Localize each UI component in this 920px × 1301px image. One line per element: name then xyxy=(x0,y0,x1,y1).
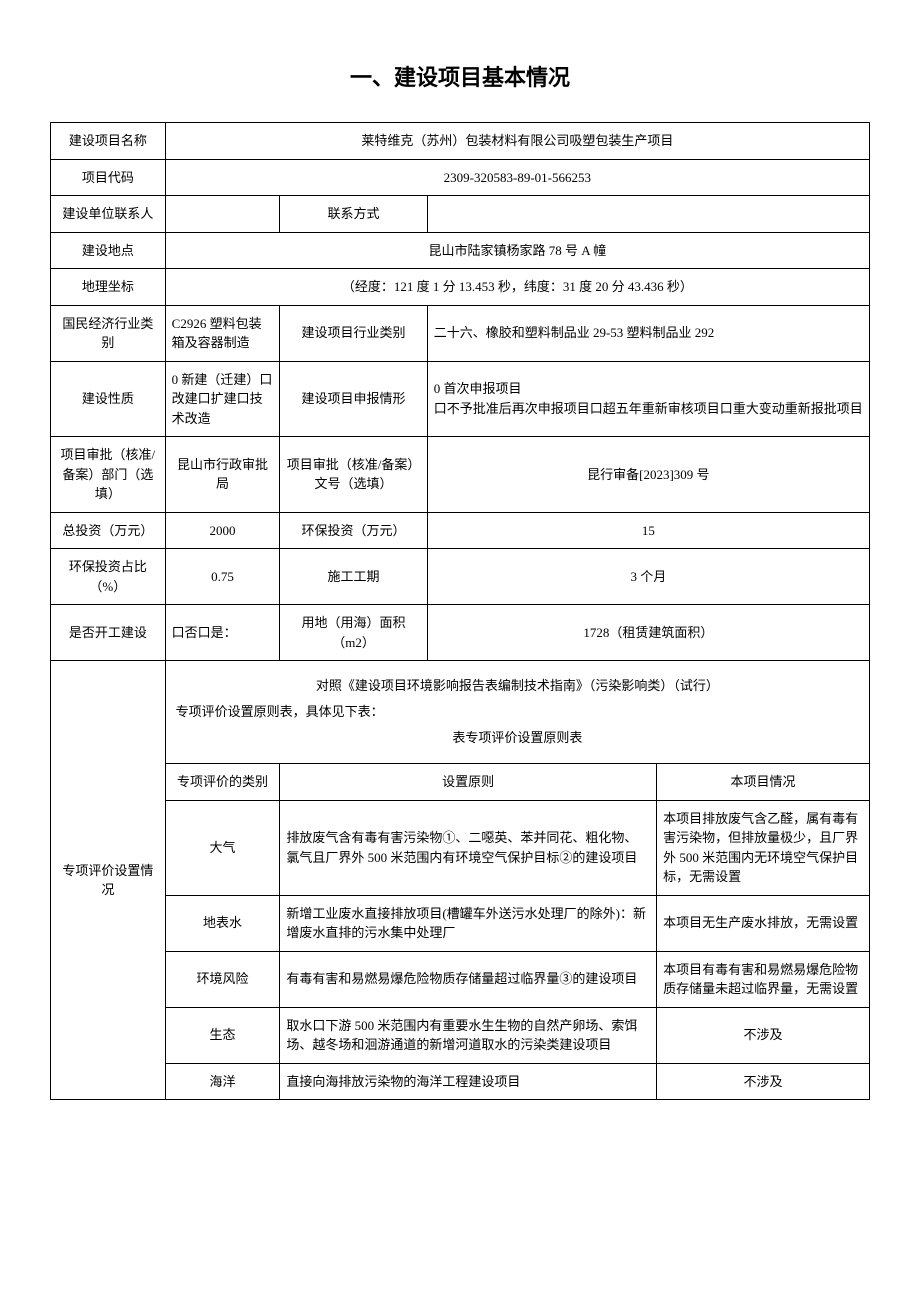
approval-dept-label: 项目审批（核准/备案）部门（选填） xyxy=(51,437,166,513)
special-situation-3: 不涉及 xyxy=(657,1007,870,1063)
industry-cat-label: 国民经济行业类别 xyxy=(51,305,166,361)
special-situation-2: 本项目有毒有害和易燃易爆危险物质存储量未超过临界量，无需设置 xyxy=(657,951,870,1007)
table-row: 生态 取水口下游 500 米范围内有重要水生生物的自然产卵场、索饵场、越冬场和洄… xyxy=(51,1007,870,1063)
special-principle-4: 直接向海排放污染物的海洋工程建设项目 xyxy=(280,1063,657,1100)
declare-type-value: 0 首次申报项目 口不予批准后再次申报项目口超五年重新审核项目口重大变动重新报批… xyxy=(427,361,869,437)
env-invest-value: 15 xyxy=(427,512,869,549)
table-row: 地表水 新增工业废水直接排放项目(槽罐车外送污水处理厂的除外)：新增废水直排的污… xyxy=(51,895,870,951)
period-label: 施工工期 xyxy=(280,549,427,605)
special-cat-4: 海洋 xyxy=(165,1063,280,1100)
project-industry-value: 二十六、橡胶和塑料制品业 29-53 塑料制品业 292 xyxy=(427,305,869,361)
declare-type-label: 建设项目申报情形 xyxy=(280,361,427,437)
contact-person-value xyxy=(165,196,280,233)
table-row: 地理坐标 （经度：121 度 1 分 13.453 秒，纬度：31 度 20 分… xyxy=(51,269,870,306)
project-industry-label: 建设项目行业类别 xyxy=(280,305,427,361)
table-row: 专项评价设置情况 对照《建设项目环境影响报告表编制技术指南》（污染影响类）（试行… xyxy=(51,661,870,764)
land-area-label: 用地（用海）面积（m2） xyxy=(280,605,427,661)
table-row: 海洋 直接向海排放污染物的海洋工程建设项目 不涉及 xyxy=(51,1063,870,1100)
table-row: 专项评价的类别 设置原则 本项目情况 xyxy=(51,764,870,801)
contact-method-label: 联系方式 xyxy=(280,196,427,233)
location-label: 建设地点 xyxy=(51,232,166,269)
table-row: 环境风险 有毒有害和易燃易爆危险物质存储量超过临界量③的建设项目 本项目有毒有害… xyxy=(51,951,870,1007)
table-row: 大气 排放废气含有毒有害污染物①、二噁英、苯并同花、粗化物、氯气且厂界外 500… xyxy=(51,800,870,895)
approval-no-value: 昆行审备[2023]309 号 xyxy=(427,437,869,513)
table-row: 环保投资占比（%） 0.75 施工工期 3 个月 xyxy=(51,549,870,605)
special-cat-1: 地表水 xyxy=(165,895,280,951)
industry-cat-value: C2926 塑料包装箱及容器制造 xyxy=(165,305,280,361)
special-intro: 对照《建设项目环境影响报告表编制技术指南》（污染影响类）（试行） 专项评价设置原… xyxy=(165,661,869,764)
special-situation-0: 本项目排放废气含乙醛，属有毒有害污染物，但排放量极少，且厂界外 500 米范围内… xyxy=(657,800,870,895)
total-invest-value: 2000 xyxy=(165,512,280,549)
special-principle-0: 排放废气含有毒有害污染物①、二噁英、苯并同花、粗化物、氯气且厂界外 500 米范… xyxy=(280,800,657,895)
special-situation-1: 本项目无生产废水排放，无需设置 xyxy=(657,895,870,951)
env-ratio-value: 0.75 xyxy=(165,549,280,605)
project-code-label: 项目代码 xyxy=(51,159,166,196)
contact-method-value xyxy=(427,196,869,233)
table-row: 总投资（万元） 2000 环保投资（万元） 15 xyxy=(51,512,870,549)
special-principle-1: 新增工业废水直接排放项目(槽罐车外送污水处理厂的除外)：新增废水直排的污水集中处… xyxy=(280,895,657,951)
started-value: 口否口是： xyxy=(165,605,280,661)
started-label: 是否开工建设 xyxy=(51,605,166,661)
project-name-label: 建设项目名称 xyxy=(51,123,166,160)
env-ratio-label: 环保投资占比（%） xyxy=(51,549,166,605)
special-header-category: 专项评价的类别 xyxy=(165,764,280,801)
basic-info-table: 建设项目名称 莱特维克（苏州）包装材料有限公司吸塑包装生产项目 项目代码 230… xyxy=(50,122,870,1100)
special-header-situation: 本项目情况 xyxy=(657,764,870,801)
special-cat-2: 环境风险 xyxy=(165,951,280,1007)
table-row: 建设地点 昆山市陆家镇杨家路 78 号 A 幢 xyxy=(51,232,870,269)
special-cat-0: 大气 xyxy=(165,800,280,895)
approval-no-label: 项目审批（核准/备案）文号（选填） xyxy=(280,437,427,513)
special-intro-line1: 对照《建设项目环境影响报告表编制技术指南》（污染影响类）（试行） xyxy=(176,673,859,699)
table-row: 建设项目名称 莱特维克（苏州）包装材料有限公司吸塑包装生产项目 xyxy=(51,123,870,160)
build-nature-value: 0 新建（迁建）口改建口扩建口技术改造 xyxy=(165,361,280,437)
build-nature-label: 建设性质 xyxy=(51,361,166,437)
table-row: 是否开工建设 口否口是： 用地（用海）面积（m2） 1728（租赁建筑面积） xyxy=(51,605,870,661)
project-name-value: 莱特维克（苏州）包装材料有限公司吸塑包装生产项目 xyxy=(165,123,869,160)
location-value: 昆山市陆家镇杨家路 78 号 A 幢 xyxy=(165,232,869,269)
contact-person-label: 建设单位联系人 xyxy=(51,196,166,233)
env-invest-label: 环保投资（万元） xyxy=(280,512,427,549)
page-title: 一、建设项目基本情况 xyxy=(50,60,870,92)
project-code-value: 2309-320583-89-01-566253 xyxy=(165,159,869,196)
total-invest-label: 总投资（万元） xyxy=(51,512,166,549)
special-header-principle: 设置原则 xyxy=(280,764,657,801)
special-intro-line2: 专项评价设置原则表，具体见下表： xyxy=(176,699,859,725)
special-eval-label: 专项评价设置情况 xyxy=(51,661,166,1100)
table-row: 建设性质 0 新建（迁建）口改建口扩建口技术改造 建设项目申报情形 0 首次申报… xyxy=(51,361,870,437)
special-cat-3: 生态 xyxy=(165,1007,280,1063)
table-row: 项目审批（核准/备案）部门（选填） 昆山市行政审批局 项目审批（核准/备案）文号… xyxy=(51,437,870,513)
special-principle-3: 取水口下游 500 米范围内有重要水生生物的自然产卵场、索饵场、越冬场和洄游通道… xyxy=(280,1007,657,1063)
special-situation-4: 不涉及 xyxy=(657,1063,870,1100)
special-principle-2: 有毒有害和易燃易爆危险物质存储量超过临界量③的建设项目 xyxy=(280,951,657,1007)
special-intro-title: 表专项评价设置原则表 xyxy=(176,725,859,751)
table-row: 建设单位联系人 联系方式 xyxy=(51,196,870,233)
land-area-value: 1728（租赁建筑面积） xyxy=(427,605,869,661)
geo-label: 地理坐标 xyxy=(51,269,166,306)
table-row: 国民经济行业类别 C2926 塑料包装箱及容器制造 建设项目行业类别 二十六、橡… xyxy=(51,305,870,361)
period-value: 3 个月 xyxy=(427,549,869,605)
table-row: 项目代码 2309-320583-89-01-566253 xyxy=(51,159,870,196)
geo-value: （经度：121 度 1 分 13.453 秒，纬度：31 度 20 分 43.4… xyxy=(165,269,869,306)
approval-dept-value: 昆山市行政审批局 xyxy=(165,437,280,513)
